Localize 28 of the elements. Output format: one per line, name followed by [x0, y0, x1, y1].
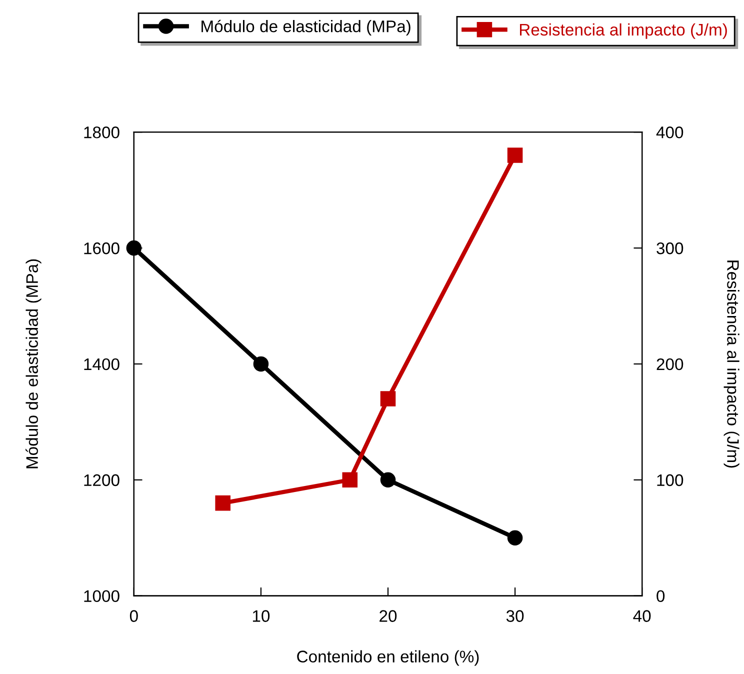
x-tick-label: 20 — [380, 610, 397, 622]
y-tick-label: 1400 — [84, 358, 120, 370]
x-tick-label: 40 — [633, 610, 651, 622]
y-tick-label: 1200 — [84, 474, 120, 486]
y-tick-label: 1000 — [84, 590, 120, 602]
y2-axis-title: Resistencia al impacto (J/m) — [724, 260, 740, 468]
y2-tick-label: 300 — [656, 242, 684, 254]
y2-tick-label: 200 — [656, 358, 684, 370]
point — [507, 148, 523, 163]
x-axis-title: Contenido en etileno (%) — [297, 650, 479, 666]
point — [342, 472, 358, 488]
y2-tick-label: 0 — [656, 590, 665, 602]
y2-tick-label: 100 — [657, 474, 684, 486]
legend-label: Resistencia al impacto (J/m) — [520, 23, 727, 39]
legend-label: Módulo de elasticidad (MPa) — [202, 20, 410, 36]
point — [380, 391, 396, 406]
x-tick-label: 0 — [130, 610, 138, 622]
point — [126, 240, 142, 256]
point — [380, 472, 396, 488]
y-tick-label: 1800 — [84, 126, 120, 138]
y-axis-title: Módulo de elasticidad (MPa) — [26, 259, 42, 468]
x-tick-label: 10 — [252, 610, 270, 622]
y-tick-label: 1600 — [84, 242, 120, 254]
x-tick-label: 30 — [506, 610, 524, 622]
point — [253, 356, 269, 372]
point — [507, 530, 523, 546]
point — [215, 495, 230, 511]
y2-tick-label: 400 — [656, 126, 684, 138]
